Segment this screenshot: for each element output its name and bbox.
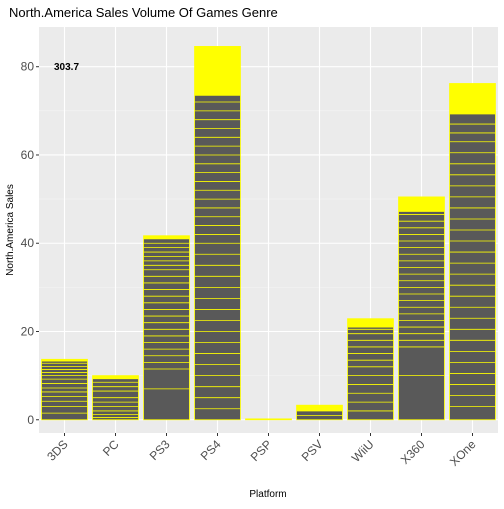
bar-outline-PS3: [143, 235, 190, 421]
bar-outline-3DS: [41, 358, 88, 421]
bar-top-3DS: [41, 359, 88, 362]
x-tick-label: PS4: [198, 437, 224, 463]
x-axis-title: Platform: [249, 489, 286, 500]
bar-outline-XOne: [449, 83, 496, 421]
bar-top-PS4: [194, 46, 241, 96]
y-tick-label: 40: [21, 236, 35, 250]
y-tick-label: 20: [21, 325, 35, 339]
bar-outline-WiiU: [347, 318, 394, 421]
x-tick-label: PC: [100, 437, 122, 459]
bar-top-PS3: [143, 235, 190, 239]
y-axis-title: North.America Sales: [5, 184, 16, 276]
x-tick-label: PSV: [299, 437, 326, 464]
bar-top-PSP: [245, 418, 292, 420]
y-axis-ticks: 0 20 40 60 80: [21, 60, 39, 427]
x-tick-label: XOne: [447, 437, 479, 469]
bar-X360: [398, 211, 445, 420]
y-tick-label: 0: [27, 413, 34, 427]
y-tick-label: 60: [21, 148, 35, 162]
bar-top-WiiU: [347, 318, 394, 328]
x-tick-label: 3DS: [44, 437, 70, 463]
bar-3DS: [41, 361, 88, 420]
x-tick-label: PS3: [147, 437, 173, 463]
x-tick-label: WiiU: [349, 437, 377, 465]
bar-outline-PS4: [194, 46, 241, 421]
bars: [41, 46, 496, 421]
bar-top-XOne: [449, 83, 496, 114]
bar-PC: [92, 378, 139, 420]
bar-top-X360: [398, 196, 445, 212]
bar-top-PSV: [296, 405, 343, 411]
bar-outline-PSP: [245, 418, 292, 421]
chart-title: North.America Sales Volume Of Games Genr…: [9, 5, 278, 20]
chart-annotation: 303.7: [54, 62, 79, 73]
bar-XOne: [449, 113, 496, 420]
bar-outline-PSV: [296, 404, 343, 421]
x-axis-ticks: 3DS PC PS3 PS4 PSP PSV WiiU X360 XOne: [44, 433, 479, 469]
bar-outline-X360: [398, 196, 445, 421]
y-tick-label: 80: [21, 60, 35, 74]
x-tick-label: X360: [398, 437, 428, 467]
bar-PS4: [194, 95, 241, 420]
x-tick-label: PSP: [248, 437, 275, 464]
bar-WiiU: [347, 327, 394, 420]
bar-top-PC: [92, 375, 139, 379]
